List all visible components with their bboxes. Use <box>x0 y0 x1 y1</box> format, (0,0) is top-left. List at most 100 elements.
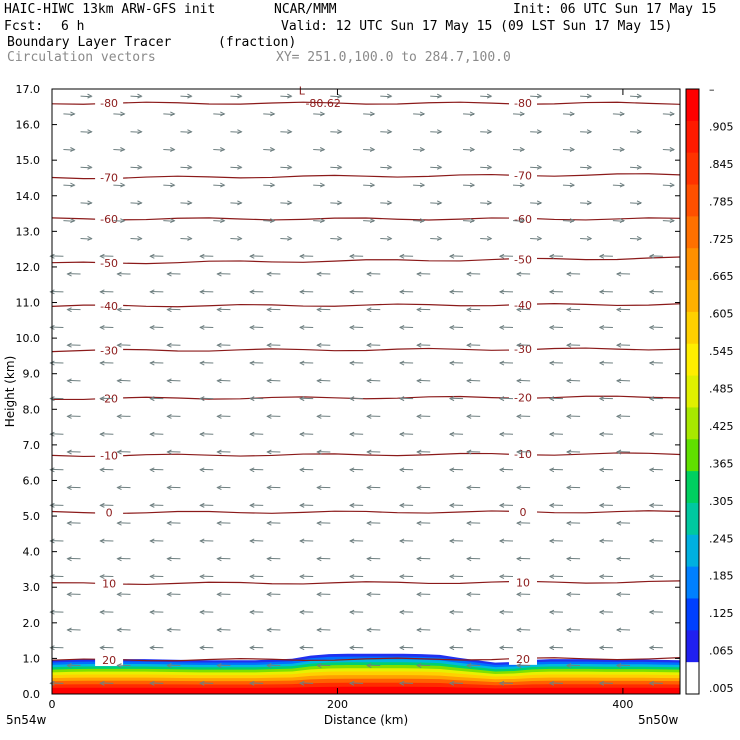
wind-vector-head <box>199 289 205 295</box>
wind-vector-head <box>337 164 343 170</box>
wind-vector-head <box>149 645 155 651</box>
wind-vector-head <box>498 396 505 402</box>
wind-vector-head <box>398 253 405 259</box>
wind-vector-head <box>116 449 122 455</box>
y-tick-label: 16.0 <box>16 119 41 132</box>
wind-vector-head <box>569 218 576 224</box>
wind-vector-head <box>199 609 205 615</box>
wind-vector-head <box>565 485 572 491</box>
wind-vector-head <box>536 93 543 99</box>
wind-vector-head <box>149 360 155 366</box>
wind-vector-head <box>648 431 655 437</box>
wind-vector-head <box>448 680 455 686</box>
wind-vector-head <box>565 663 572 668</box>
wind-vector-head <box>99 502 105 508</box>
wind-vector-head <box>199 360 205 366</box>
wind-vector-head <box>266 449 272 455</box>
wind-vector-head <box>448 289 455 295</box>
wind-vector-head <box>598 609 605 615</box>
wind-vector-head <box>366 342 372 348</box>
fcst-value: 6 h <box>61 19 85 34</box>
wind-vector-head <box>636 129 643 135</box>
wind-vector-head <box>66 520 72 526</box>
y-tick-label: 2.0 <box>23 617 41 630</box>
wind-vector-head <box>66 271 72 277</box>
wind-vector-head <box>598 253 605 259</box>
contour-line--80 <box>51 101 681 105</box>
wind-vector-head <box>398 645 405 651</box>
wind-vector-head <box>598 645 605 651</box>
wind-vector-head <box>565 378 572 384</box>
wind-vector-head <box>466 556 472 562</box>
wind-vector-head <box>398 396 405 402</box>
colorbar-label: .185 <box>709 570 734 583</box>
wind-vector-head <box>387 236 393 241</box>
wind-vector-head <box>87 200 93 206</box>
wind-vector-head <box>548 645 555 651</box>
wind-vector-head <box>366 556 372 562</box>
contour-label-bg <box>509 212 537 225</box>
wind-vector-head <box>220 147 226 152</box>
colorbar-swatch <box>686 471 699 504</box>
wind-vector-head <box>299 253 305 259</box>
plot-background <box>52 89 680 694</box>
wind-vector-head <box>49 574 55 580</box>
wind-vector-head <box>199 574 205 580</box>
wind-vector-head <box>516 663 522 668</box>
wind-vector-head <box>416 591 422 597</box>
wind-vector-head <box>216 449 222 455</box>
wind-vector-head <box>199 680 205 686</box>
wind-vector-head <box>299 396 305 402</box>
wind-vector-head <box>619 147 626 152</box>
wind-vector-head <box>387 129 393 135</box>
wind-vector-head <box>66 663 72 668</box>
wind-vector-head <box>220 218 226 224</box>
wind-vector-head <box>516 307 522 313</box>
wind-vector-head <box>648 360 655 366</box>
wind-vector-head <box>116 520 122 526</box>
wind-vector-head <box>498 680 505 686</box>
wind-vector-head <box>548 609 555 615</box>
valid-time: Valid: 12 UTC Sun 17 May 15 (09 LST Sun … <box>281 19 673 34</box>
wind-vector-head <box>337 129 343 135</box>
wind-vector-head <box>220 182 226 188</box>
wind-vector-head <box>266 520 272 526</box>
wind-vector-head <box>548 396 555 402</box>
wind-vector-head <box>70 147 76 152</box>
wind-vector-head <box>299 645 305 651</box>
y-tick-label: 15.0 <box>16 154 41 167</box>
wind-vector-head <box>99 253 105 259</box>
wind-vector-head <box>448 467 455 473</box>
wind-vector-head <box>448 396 455 402</box>
wind-vector-head <box>299 324 305 330</box>
wind-vector-head <box>648 467 655 473</box>
contour-label-10-1: 10 <box>516 576 530 589</box>
wind-vector-head <box>266 591 272 597</box>
contour-label-0-0: 0 <box>106 506 113 519</box>
wind-vector-head <box>149 538 155 544</box>
wind-vector-head <box>416 556 422 562</box>
wind-vector-head <box>287 93 293 99</box>
wind-vector-head <box>419 218 426 224</box>
wind-vector-head <box>99 680 105 686</box>
wind-vector-head <box>116 342 122 348</box>
wind-vector-head <box>366 378 372 384</box>
wind-vector-head <box>266 378 272 384</box>
wind-vector-head <box>237 129 243 135</box>
wind-vector-head <box>536 236 543 241</box>
wind-vector-head <box>366 485 372 491</box>
contour-label-bg <box>95 171 124 184</box>
contour-label-bg <box>509 298 537 311</box>
contour-label-bg <box>95 299 124 312</box>
wind-vector-head <box>266 663 272 668</box>
contour-line--20 <box>51 395 681 401</box>
wind-vector-head <box>486 236 493 241</box>
wind-vector-head <box>466 378 472 384</box>
wind-vector-head <box>498 289 505 295</box>
wind-vector-head <box>565 591 572 597</box>
wind-vector-head <box>49 645 55 651</box>
wind-vector-head <box>466 663 472 668</box>
wind-vector-head <box>149 609 155 615</box>
wind-vector-head <box>249 538 255 544</box>
y-tick-label: 10.0 <box>16 332 41 345</box>
